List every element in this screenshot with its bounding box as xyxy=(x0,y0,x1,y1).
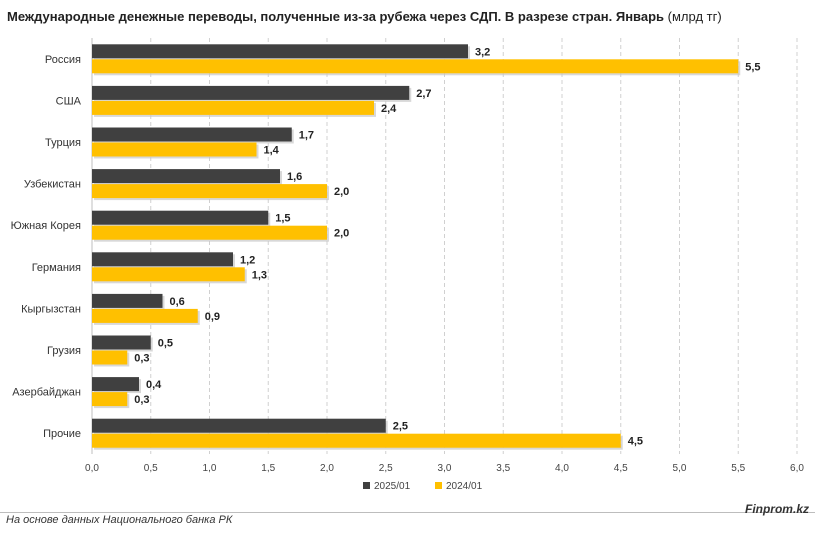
data-label: 0,5 xyxy=(158,338,173,350)
category-label: Кыргызстан xyxy=(21,303,81,315)
data-label: 1,3 xyxy=(252,269,267,281)
legend-swatch xyxy=(363,482,370,489)
data-label: 5,5 xyxy=(745,61,760,73)
data-label: 0,9 xyxy=(205,311,220,323)
x-tick-label: 6,0 xyxy=(790,463,804,474)
bar-2024-01 xyxy=(92,100,374,115)
bar-2024-01 xyxy=(92,433,621,448)
bar-2024-01 xyxy=(92,267,245,282)
category-label: Узбекистан xyxy=(24,179,81,191)
bar-2025-01 xyxy=(92,44,468,59)
x-tick-label: 1,0 xyxy=(203,463,217,474)
x-tick-label: 0,0 xyxy=(85,463,99,474)
bar-2025-01 xyxy=(92,210,269,225)
x-tick-label: 4,5 xyxy=(614,463,628,474)
legend-swatch xyxy=(435,482,442,489)
chart-title-main: Международные денежные переводы, получен… xyxy=(7,9,665,24)
category-label: Грузия xyxy=(47,345,81,357)
data-label: 1,7 xyxy=(299,130,314,142)
category-label: Россия xyxy=(45,54,81,66)
bar-2025-01 xyxy=(92,252,233,267)
data-label: 2,5 xyxy=(393,421,408,433)
chart-title: Международные денежные переводы, получен… xyxy=(7,9,722,24)
category-label: Азербайджан xyxy=(12,387,81,399)
source-note: На основе данных Национального банка РК xyxy=(6,514,233,526)
bar-2025-01 xyxy=(92,377,139,392)
legend-label: 2025/01 xyxy=(374,481,411,492)
data-label: 0,6 xyxy=(170,296,185,308)
data-label: 1,5 xyxy=(275,213,290,225)
bar-2024-01 xyxy=(92,142,257,157)
data-label: 2,4 xyxy=(381,103,397,115)
data-label: 2,7 xyxy=(416,88,431,100)
bar-2024-01 xyxy=(92,392,128,407)
bar-2024-01 xyxy=(92,308,198,323)
x-tick-label: 5,5 xyxy=(731,463,745,474)
x-tick-label: 3,0 xyxy=(438,463,452,474)
bar-chart: 0,0 0,5 1,0 1,5 2,0 2,5 3,0 3,5 4,0 4,5 5,0 5,5 6,0 Р… xyxy=(11,38,804,492)
data-label: 1,2 xyxy=(240,254,255,266)
category-label: Прочие xyxy=(43,428,81,440)
bar-2024-01 xyxy=(92,225,327,240)
bar-2025-01 xyxy=(92,169,280,184)
x-tick-label: 2,5 xyxy=(379,463,393,474)
bar-2025-01 xyxy=(92,127,292,142)
chart-title-unit: (млрд тг) xyxy=(667,9,722,24)
data-label: 0,4 xyxy=(146,379,162,391)
data-label: 0,3 xyxy=(134,394,149,406)
brand-logo-text: Finprom.kz xyxy=(744,502,809,516)
category-label: США xyxy=(56,95,82,107)
bar-2024-01 xyxy=(92,350,128,365)
bar-2025-01 xyxy=(92,293,163,308)
bar-2025-01 xyxy=(92,85,410,100)
legend-label: 2024/01 xyxy=(446,481,483,492)
data-label: 4,5 xyxy=(628,436,643,448)
data-label: 0,3 xyxy=(134,353,149,365)
footer-divider xyxy=(0,512,815,513)
category-label: Турция xyxy=(45,137,81,149)
data-label: 1,4 xyxy=(264,145,280,157)
data-label: 2,0 xyxy=(334,228,349,240)
bar-2025-01 xyxy=(92,335,151,350)
data-label: 2,0 xyxy=(334,186,349,198)
x-tick-label: 5,0 xyxy=(673,463,687,474)
bar-2025-01 xyxy=(92,418,386,433)
x-tick-label: 4,0 xyxy=(555,463,569,474)
x-tick-label: 2,0 xyxy=(320,463,334,474)
x-tick-label: 1,5 xyxy=(261,463,275,474)
x-tick-label: 0,5 xyxy=(144,463,158,474)
data-label: 1,6 xyxy=(287,171,302,183)
category-label: Южная Корея xyxy=(11,220,81,232)
bar-2024-01 xyxy=(92,59,739,74)
x-tick-label: 3,5 xyxy=(496,463,510,474)
bar-2024-01 xyxy=(92,184,327,199)
data-label: 3,2 xyxy=(475,46,490,58)
category-label: Германия xyxy=(32,262,81,274)
